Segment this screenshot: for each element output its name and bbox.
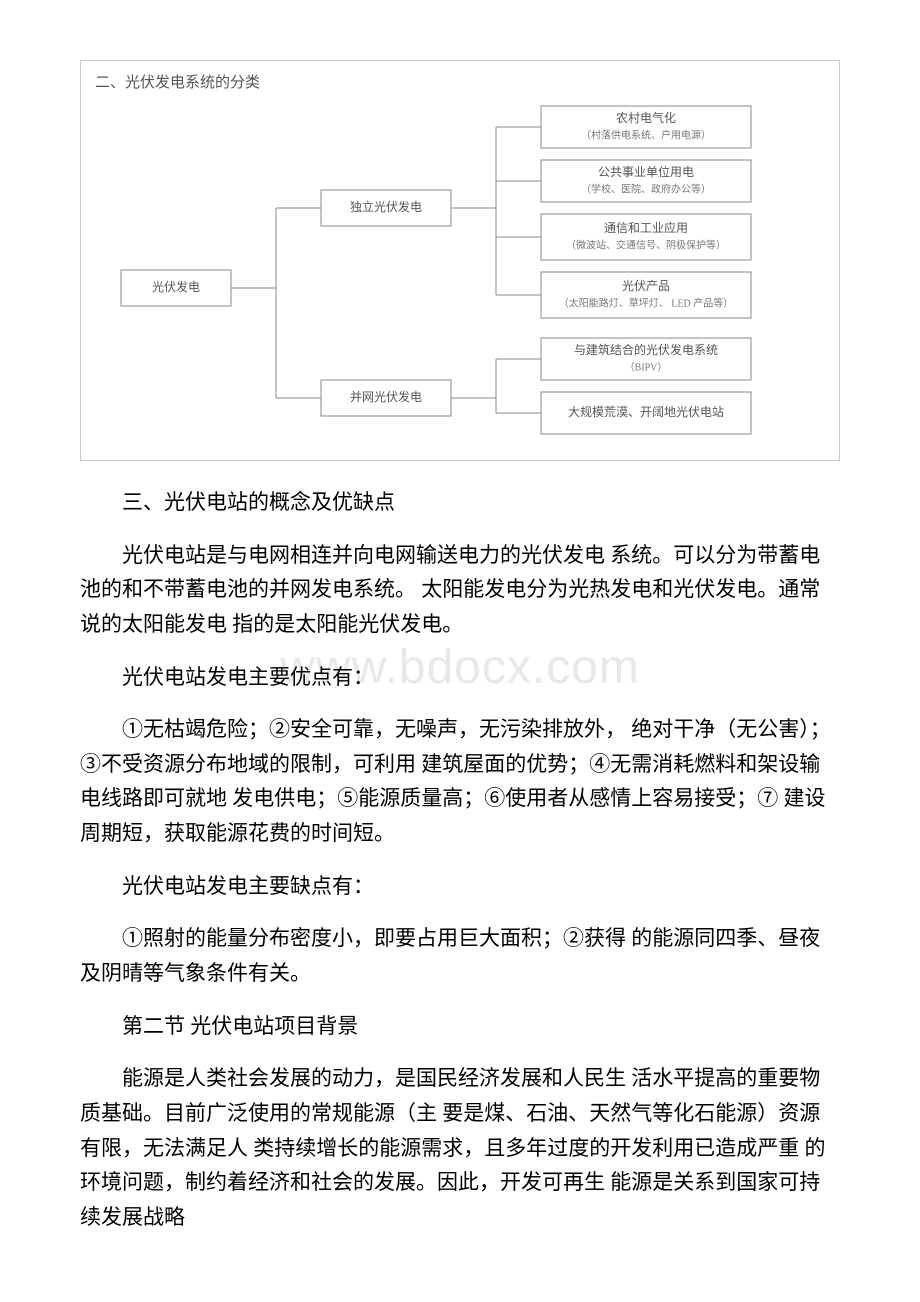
paragraph: 光伏电站发电主要缺点有： bbox=[80, 869, 840, 904]
svg-text:（学校、医院、政府办公等）: （学校、医院、政府办公等） bbox=[581, 182, 711, 195]
svg-text:光伏发电: 光伏发电 bbox=[152, 279, 200, 294]
svg-text:（太阳能路灯、草坪灯、 LED 产品等）: （太阳能路灯、草坪灯、 LED 产品等） bbox=[559, 296, 733, 309]
svg-text:公共事业单位用电: 公共事业单位用电 bbox=[598, 164, 694, 179]
svg-text:独立光伏发电: 独立光伏发电 bbox=[350, 199, 422, 214]
paragraph: 光伏电站发电主要优点有： bbox=[80, 660, 840, 695]
paragraph: 能源是人类社会发展的动力，是国民经济发展和人民生 活水平提高的重要物质基础。目前… bbox=[80, 1061, 840, 1234]
body-text: 三、光伏电站的概念及优缺点 光伏电站是与电网相连并向电网输送电力的光伏发电 系统… bbox=[80, 485, 840, 1235]
section-heading-2: 第二节 光伏电站项目背景 bbox=[80, 1009, 840, 1044]
document-page: www.bdocx.com 二、光伏发电系统的分类 光伏发电独立光伏发电并网光伏… bbox=[0, 0, 920, 1293]
paragraph: ①照射的能量分布密度小，即要占用巨大面积；②获得 的能源同四季、昼夜及阴晴等气象… bbox=[80, 921, 840, 990]
diagram-container: 二、光伏发电系统的分类 光伏发电 独立光伏发电并网光伏发电 农村电气化 （村落供电系统… bbox=[80, 60, 840, 461]
svg-text:（BIPV）: （BIPV） bbox=[625, 361, 668, 373]
diagram-title: 二、光伏发电系统的分类 bbox=[95, 71, 829, 92]
svg-text:大规模荒漠、开阔地光伏电站: 大规模荒漠、开阔地光伏电站 bbox=[568, 404, 724, 419]
section-heading-3: 三、光伏电站的概念及优缺点 bbox=[80, 485, 840, 520]
classification-diagram: 光伏发电 独立光伏发电并网光伏发电 农村电气化 （村落供电系统、户用电源） 公共事业单位… bbox=[91, 100, 791, 446]
svg-text:（微波站、交通信号、阴极保护等）: （微波站、交通信号、阴极保护等） bbox=[566, 238, 726, 251]
svg-text:并网光伏发电: 并网光伏发电 bbox=[350, 389, 422, 404]
svg-text:通信和工业应用: 通信和工业应用 bbox=[604, 220, 688, 235]
svg-text:（村落供电系统、户用电源）: （村落供电系统、户用电源） bbox=[581, 128, 711, 141]
paragraph: 光伏电站是与电网相连并向电网输送电力的光伏发电 系统。可以分为带蓄电池的和不带蓄… bbox=[80, 538, 840, 642]
page-content: 二、光伏发电系统的分类 光伏发电 独立光伏发电并网光伏发电 农村电气化 （村落供电系统… bbox=[80, 60, 840, 1235]
svg-text:与建筑结合的光伏发电系统: 与建筑结合的光伏发电系统 bbox=[574, 342, 718, 357]
svg-text:光伏产品: 光伏产品 bbox=[622, 279, 670, 293]
svg-text:农村电气化: 农村电气化 bbox=[616, 110, 676, 125]
paragraph: ①无枯竭危险；②安全可靠，无噪声，无污染排放外， 绝对干净（无公害）；③不受资源… bbox=[80, 712, 840, 851]
